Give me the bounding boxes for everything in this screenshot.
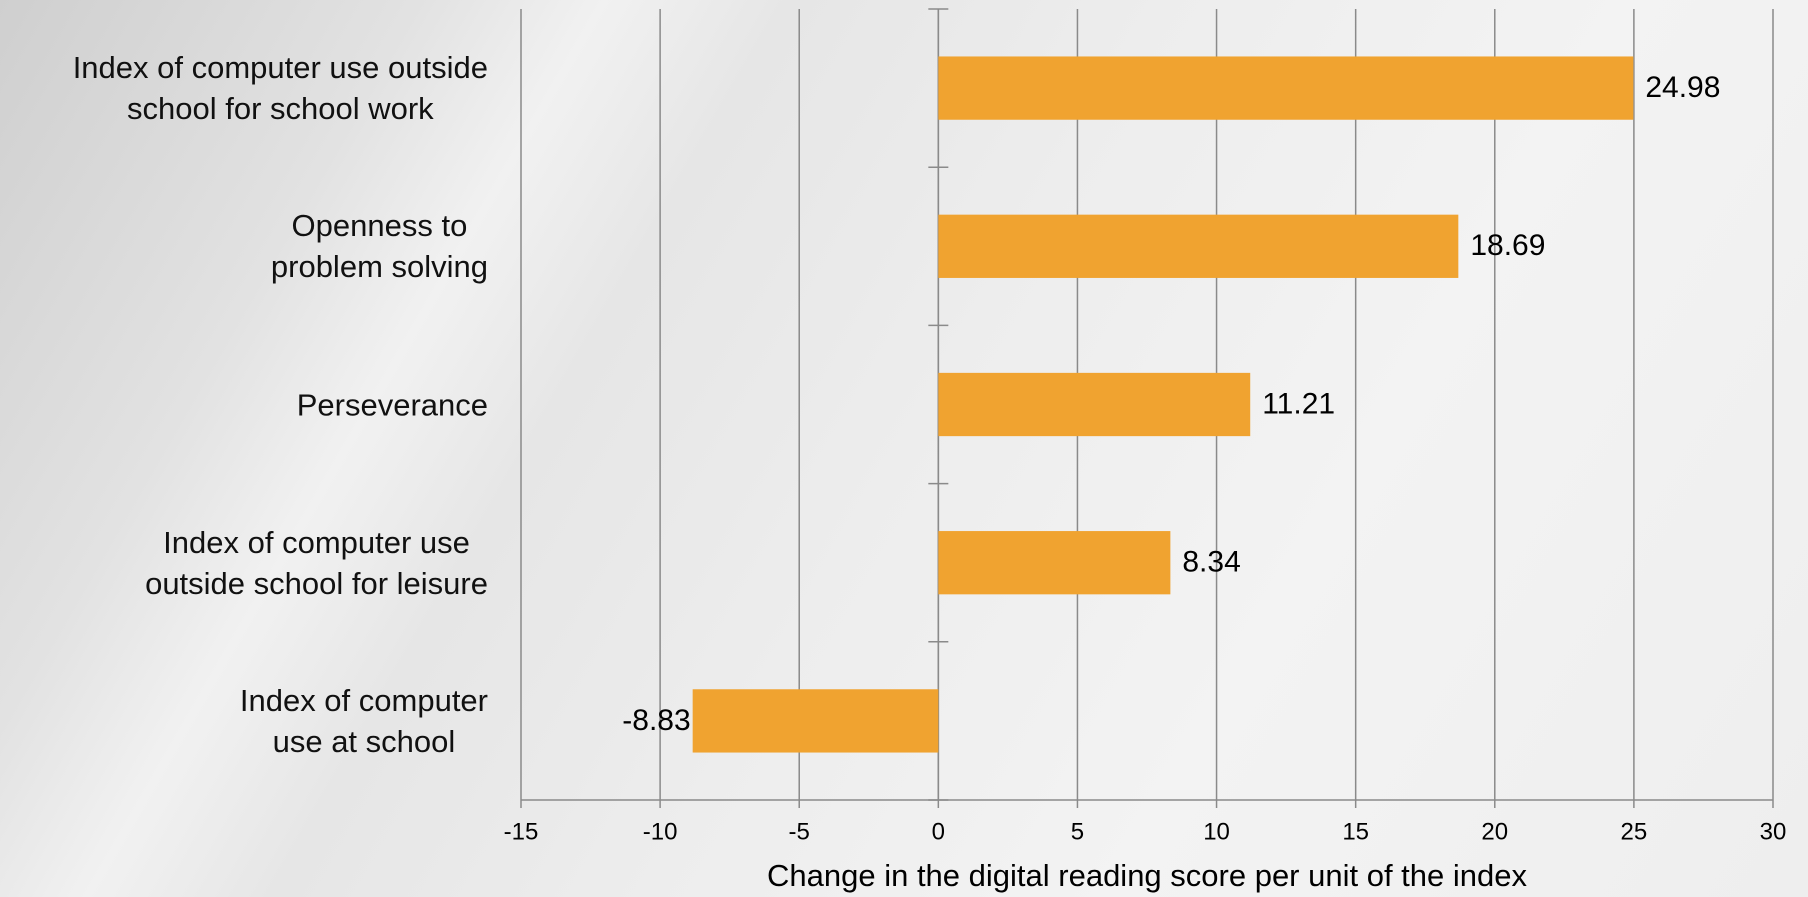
x-tick-label: -15: [504, 818, 539, 845]
x-tick-label: 15: [1342, 818, 1369, 845]
category-label: Perseverance: [296, 387, 488, 422]
category-label: Index of computer use at school: [239, 682, 488, 759]
data-label: 24.98: [1645, 71, 1720, 104]
data-label: 11.21: [1262, 387, 1335, 420]
category-label: Openness to problem solving: [270, 208, 488, 285]
data-label: -8.83: [622, 704, 690, 737]
data-label: 8.34: [1182, 546, 1240, 579]
x-tick-label: -10: [643, 818, 678, 845]
x-tick-label: 30: [1760, 818, 1787, 845]
x-tick-label: 10: [1203, 818, 1230, 845]
x-axis-title: Change in the digital reading score per …: [767, 858, 1527, 893]
x-tick-label: -5: [789, 818, 810, 845]
bar: [938, 531, 1171, 595]
x-tick-label: 5: [1071, 818, 1084, 845]
x-tick-label: 20: [1481, 818, 1508, 845]
data-label: 18.69: [1470, 229, 1545, 262]
category-label: Index of computer use outside school for…: [72, 50, 488, 127]
x-tick-label: 25: [1621, 818, 1648, 845]
bar: [938, 214, 1459, 278]
category-label: Index of computer use outside school for…: [145, 524, 488, 601]
bar: [938, 372, 1251, 437]
bar: [692, 689, 939, 753]
bar: [938, 56, 1634, 120]
x-tick-label: 0: [932, 818, 945, 845]
